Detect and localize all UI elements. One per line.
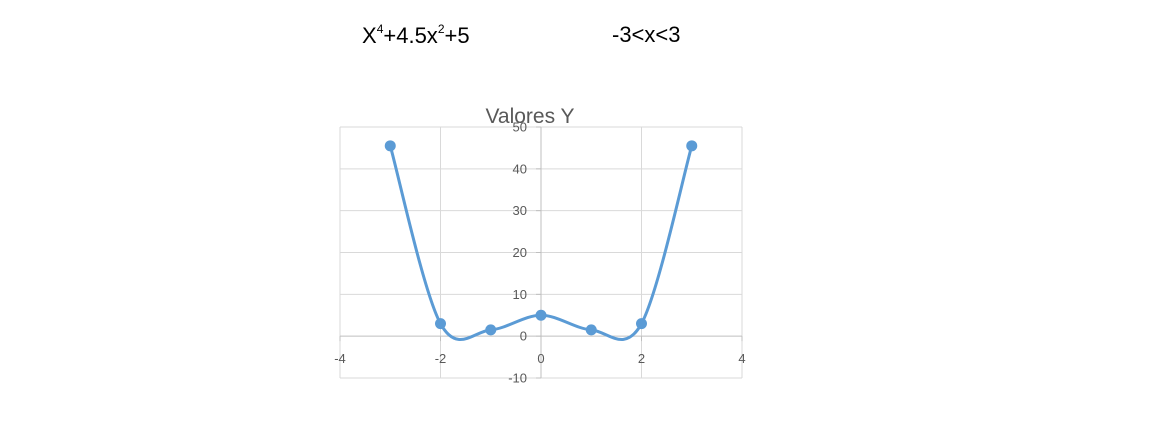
data-point bbox=[585, 324, 597, 336]
y-tick-label: 50 bbox=[513, 120, 527, 135]
data-points bbox=[384, 140, 698, 336]
equation-base: X bbox=[362, 23, 377, 48]
data-point bbox=[435, 318, 446, 330]
x-tick-label: 2 bbox=[638, 351, 645, 366]
equation-label: X4+4.5x2+5 bbox=[362, 22, 470, 49]
data-point bbox=[686, 140, 698, 152]
equation-exponent-2: 2 bbox=[437, 22, 445, 36]
chart-title: Valores Y bbox=[485, 105, 574, 128]
y-tick-label: 0 bbox=[520, 329, 527, 344]
y-tick-label: -10 bbox=[508, 371, 527, 386]
data-point bbox=[384, 140, 396, 152]
data-point bbox=[485, 324, 497, 336]
axes bbox=[339, 126, 743, 379]
equation-tail: +5 bbox=[444, 23, 470, 48]
y-tick-label: 40 bbox=[513, 161, 527, 176]
tick-labels: -4 -2 0 2 4 -10 0 10 20 30 40 50 bbox=[334, 120, 745, 386]
equation-middle: +4.5x bbox=[383, 23, 438, 48]
x-tick-label: -4 bbox=[334, 351, 346, 366]
data-point bbox=[636, 318, 647, 330]
y-tick-label: 20 bbox=[513, 245, 527, 260]
y-tick-label: 30 bbox=[513, 203, 527, 218]
domain-label: -3<x<3 bbox=[612, 22, 681, 47]
data-point bbox=[535, 309, 547, 321]
equation-exponent-4: 4 bbox=[376, 22, 384, 36]
x-tick-label: 4 bbox=[738, 351, 745, 366]
x-tick-label: 0 bbox=[537, 351, 544, 366]
x-tick-label: -2 bbox=[435, 351, 447, 366]
y-tick-label: 10 bbox=[513, 287, 527, 302]
